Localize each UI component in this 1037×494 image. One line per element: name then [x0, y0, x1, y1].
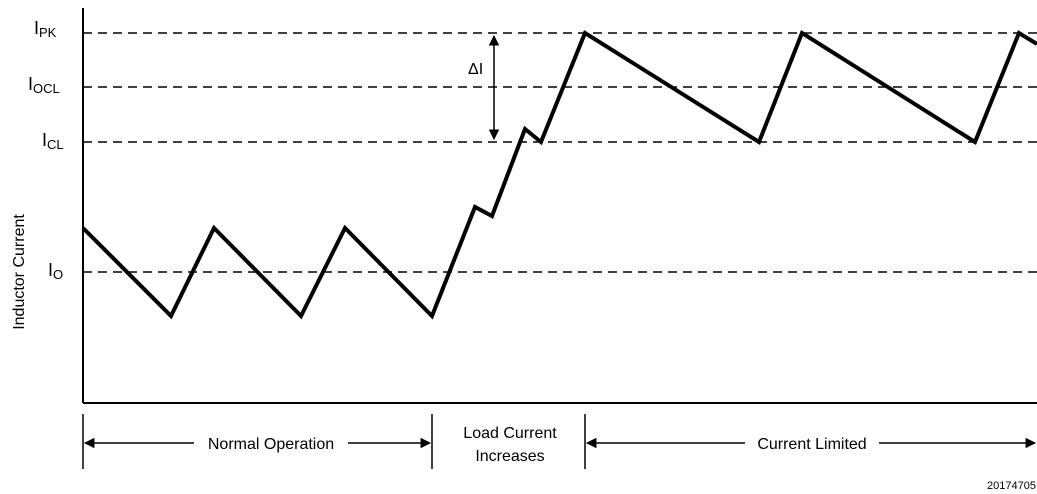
figure-id: 20174705 — [987, 480, 1036, 492]
delta-i-label: ΔI — [468, 61, 483, 78]
inductor-current-waveform — [81, 30, 1037, 320]
ipk-label: IPK — [34, 18, 57, 40]
load-current-label: Load Current — [463, 425, 557, 442]
normal-operation-label-bg — [194, 434, 348, 454]
current-limited-label-bg — [745, 434, 879, 454]
icl-label: ICL — [42, 130, 64, 152]
load-increases-label: Increases — [475, 448, 544, 465]
normal-operation-label: Normal Operation — [208, 436, 334, 453]
iocl-label: IOCL — [28, 74, 60, 96]
io-label: IO — [48, 260, 63, 282]
y-axis-label: Inductor Current — [11, 214, 28, 330]
current-limited-label: Current Limited — [757, 436, 866, 453]
